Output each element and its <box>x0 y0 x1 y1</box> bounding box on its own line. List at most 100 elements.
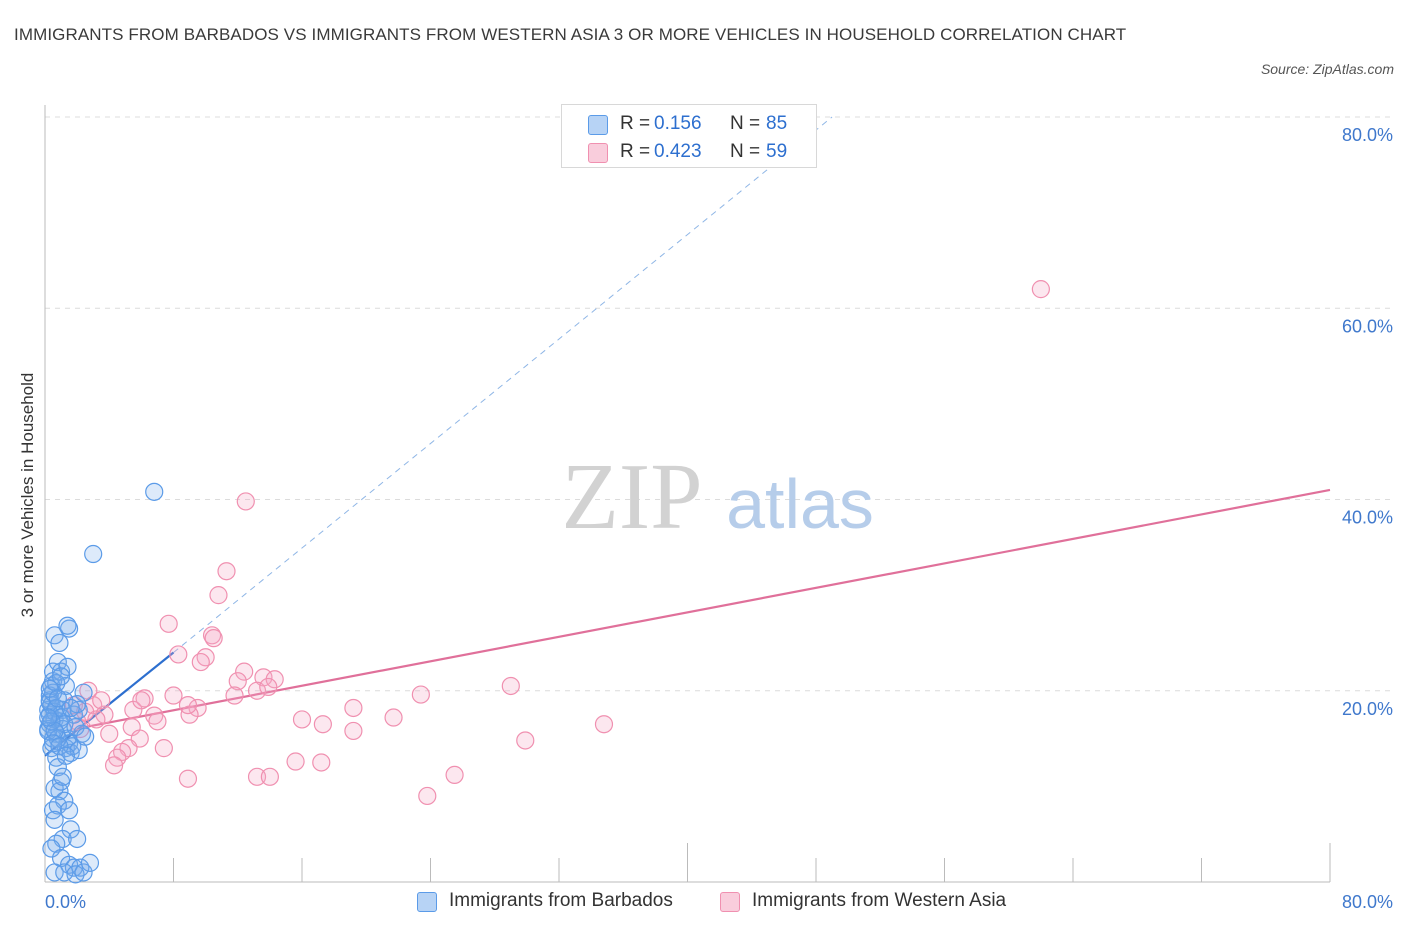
western-asia-point <box>225 686 244 705</box>
western-asia-point <box>1031 280 1050 299</box>
barbados-point <box>74 683 93 702</box>
western-asia-point <box>344 721 363 741</box>
western-asia-point <box>104 756 124 775</box>
barbados-point <box>59 619 79 638</box>
western-asia-point <box>312 753 331 772</box>
n-label: N = <box>730 113 761 134</box>
barbados-point <box>58 657 77 676</box>
barbados-point <box>76 727 95 746</box>
western-asia-point <box>516 731 535 750</box>
western-asia-point <box>286 752 305 771</box>
barbados-point <box>61 698 80 718</box>
western-asia-point <box>164 686 183 705</box>
western-asia-point <box>313 715 332 734</box>
r-label: R = <box>620 141 651 162</box>
grid-lines <box>45 116 1395 692</box>
barbados-point <box>45 863 64 882</box>
barbados-point <box>39 708 58 727</box>
barbados-point <box>48 796 67 815</box>
r-value: 0.156 <box>654 113 702 134</box>
barbados-point <box>51 667 71 686</box>
chart-title: IMMIGRANTS FROM BARBADOS VS IMMIGRANTS F… <box>14 25 1127 44</box>
barbados-point <box>45 810 64 829</box>
barbados-point <box>145 482 164 501</box>
y-tick-label: 80.0% <box>1342 125 1393 145</box>
western-asia-point <box>159 614 178 633</box>
western-asia-point <box>384 708 403 727</box>
western-asia-point <box>178 695 198 715</box>
barbados-point <box>74 863 93 882</box>
western-asia-point <box>202 626 222 645</box>
barbados-point <box>58 616 77 635</box>
western-asia-legend-swatch <box>720 892 740 912</box>
barbados-point <box>55 863 74 882</box>
western-asia-point <box>204 629 223 648</box>
western-asia-point <box>594 715 614 734</box>
western-asia-point <box>92 691 111 710</box>
western-asia-point <box>217 562 236 581</box>
western-asia-point <box>292 710 312 729</box>
x-tick-label: 0.0% <box>45 892 86 912</box>
tick-labels: 20.0% 40.0% 60.0% 80.0% 0.0% 80.0% <box>45 125 1393 912</box>
y-tick-label: 60.0% <box>1342 316 1393 336</box>
barbados-swatch <box>588 115 608 135</box>
barbados-point <box>84 544 103 564</box>
western-asia-trend-line <box>84 488 1331 729</box>
western-asia-point <box>148 712 167 731</box>
western-asia-point <box>178 769 198 788</box>
source-label: Source: ZipAtlas.com <box>1260 61 1394 77</box>
barbados-point <box>59 801 79 820</box>
barbados-point <box>53 767 72 786</box>
western-asia-point <box>154 739 173 758</box>
western-asia-point <box>260 767 279 786</box>
barbados-point <box>56 746 75 765</box>
barbados-point <box>66 717 85 737</box>
western-asia-point <box>112 742 132 762</box>
western-asia-point <box>247 681 267 700</box>
western-asia-point <box>87 710 106 729</box>
x-tick-label: 80.0% <box>1342 892 1393 912</box>
western-asia-point <box>247 767 267 786</box>
n-value: 85 <box>766 113 788 134</box>
western-asia-point <box>235 662 254 681</box>
watermark: ZIP atlas <box>562 445 874 549</box>
barbados-point <box>72 724 92 743</box>
western-asia-point <box>132 691 151 710</box>
western-asia-point <box>100 724 119 743</box>
watermark-zip: ZIP <box>562 445 703 549</box>
barbados-legend-swatch <box>417 892 437 912</box>
barbados-point <box>50 737 69 756</box>
western-asia-point <box>344 698 363 718</box>
barbados-point <box>42 839 61 858</box>
western-asia-point <box>209 586 228 605</box>
barbados-point <box>68 829 87 849</box>
western-asia-point <box>169 645 188 664</box>
barbados-point <box>48 689 67 708</box>
western-asia-point <box>418 786 437 806</box>
western-asia-point <box>191 652 210 672</box>
r-value: 0.423 <box>654 141 702 162</box>
y-axis-label: 3 or more Vehicles in Household <box>18 372 37 618</box>
western-asia-point <box>411 685 430 704</box>
axes <box>44 105 1331 883</box>
y-tick-label: 40.0% <box>1342 508 1393 528</box>
western-asia-point <box>145 706 164 725</box>
western-asia-point <box>259 677 278 697</box>
western-asia-point <box>236 492 255 511</box>
barbados-points <box>39 482 164 884</box>
barbados-legend-label: Immigrants from Barbados <box>449 890 673 911</box>
western-asia-point <box>135 689 154 708</box>
y-tick-label: 20.0% <box>1342 699 1393 719</box>
barbados-point <box>48 652 67 672</box>
barbados-point <box>80 853 100 872</box>
n-value: 59 <box>766 141 788 162</box>
stats-legend: R = 0.156 N = 85 R = 0.423 N = 59 <box>561 104 817 168</box>
n-label: N = <box>730 141 761 162</box>
watermark-atlas: atlas <box>726 465 874 543</box>
western-asia-swatch <box>588 143 608 163</box>
western-asia-point <box>228 672 247 691</box>
western-asia-point <box>501 676 520 696</box>
western-asia-legend-label: Immigrants from Western Asia <box>752 890 1007 911</box>
trend-lines <box>44 116 1331 757</box>
